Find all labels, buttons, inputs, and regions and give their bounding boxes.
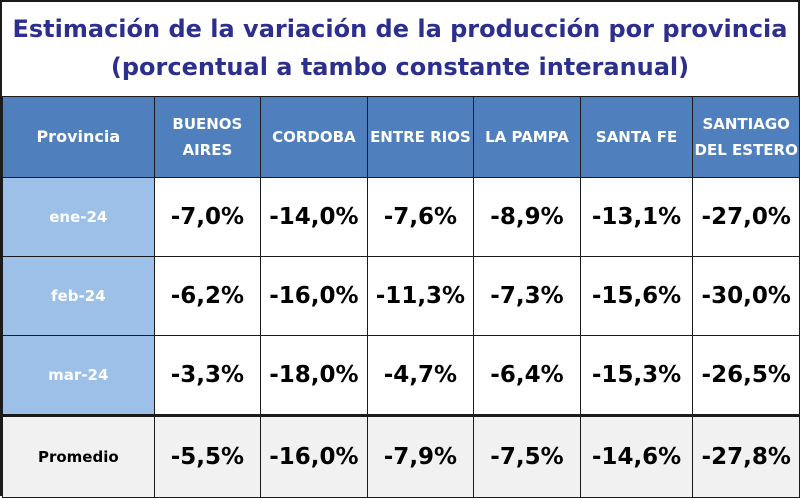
table-cell: -6,4% [473,335,581,416]
header-la-pampa: LA PAMPA [473,96,581,178]
table-cell: -15,6% [579,256,694,336]
header-row: Provincia BUENOS AIRES CORDOBA ENTRE RIO… [2,96,800,178]
header-text: SANTIAGO [702,115,790,133]
table-cell: -8,9% [473,177,581,257]
table-cell: -27,0% [692,177,800,257]
header-text: LA PAMPA [485,128,569,146]
table-cell: -7,0% [153,177,262,257]
header-cordoba: CORDOBA [260,96,368,178]
average-cell: -16,0% [260,414,368,498]
title-line-2: (porcentual a tambo constante interanual… [110,53,690,81]
header-santiago-del-estero: SANTIAGO DEL ESTERO [692,96,800,178]
row-label: mar-24 [2,335,155,416]
table-cell: -4,7% [366,335,475,416]
table-row: mar-24 -3,3% -18,0% -4,7% -6,4% -15,3% -… [2,335,800,416]
header-text: ENTRE RIOS [370,128,471,146]
average-cell: -5,5% [153,414,262,498]
table-row: ene-24 -7,0% -14,0% -7,6% -8,9% -13,1% -… [2,177,800,257]
title-line-1: Estimación de la variación de la producc… [12,15,788,43]
average-cell: -14,6% [579,414,694,498]
table-cell: -13,1% [579,177,694,257]
average-row: Promedio -5,5% -16,0% -7,9% -7,5% -14,6%… [2,414,800,498]
table-cell: -14,0% [260,177,368,257]
average-cell: -7,5% [473,414,581,498]
table-cell: -7,3% [473,256,581,336]
row-label: feb-24 [2,256,155,336]
table-cell: -18,0% [260,335,368,416]
header-text: SANTA FE [595,128,678,146]
table-cell: -16,0% [260,256,368,336]
average-label: Promedio [2,414,155,498]
table-cell: -11,3% [366,256,475,336]
table-cell: -7,6% [366,177,475,257]
header-santa-fe: SANTA FE [579,96,694,178]
header-buenos-aires: BUENOS AIRES [153,96,262,178]
table-cell: -15,3% [579,335,694,416]
row-label: ene-24 [2,177,155,257]
production-variation-table: Provincia BUENOS AIRES CORDOBA ENTRE RIO… [2,96,800,498]
header-text: AIRES [182,141,233,159]
header-text: CORDOBA [272,128,356,146]
header-entre-rios: ENTRE RIOS [366,96,475,178]
table-title: Estimación de la variación de la producc… [2,10,798,86]
header-text: BUENOS [172,115,243,133]
average-cell: -27,8% [692,414,800,498]
table-cell: -6,2% [153,256,262,336]
header-text: DEL ESTERO [694,141,798,159]
header-provincia: Provincia [2,96,155,178]
table-row: feb-24 -6,2% -16,0% -11,3% -7,3% -15,6% … [2,256,800,336]
table-cell: -30,0% [692,256,800,336]
table-cell: -3,3% [153,335,262,416]
average-cell: -7,9% [366,414,475,498]
table-cell: -26,5% [692,335,800,416]
